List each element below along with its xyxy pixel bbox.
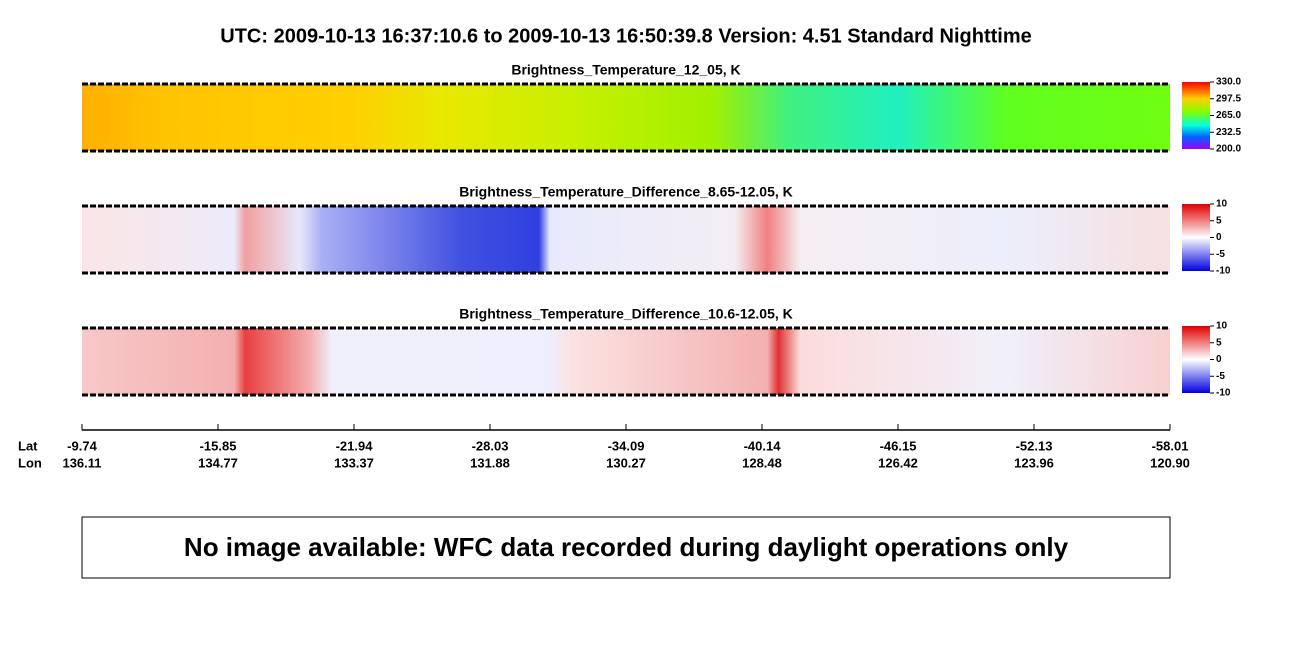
lat-tick-label: -52.13 [1016,438,1053,453]
colorbar-tick-label: 232.5 [1216,127,1241,138]
panel-image [82,84,1170,151]
notice-text: No image available: WFC data recorded du… [184,532,1069,562]
colorbar-tick-label: 330.0 [1216,77,1241,88]
lon-tick-label: 130.27 [606,455,646,470]
notice-box [81,516,1171,579]
colorbar-tick-label: -10 [1216,388,1231,399]
colorbar [1182,82,1210,149]
colorbar-tick-label: 265.0 [1216,110,1241,121]
colorbar [1182,326,1210,393]
lat-tick-label: -28.03 [472,438,509,453]
lon-tick-label: 120.90 [1150,455,1190,470]
lon-tick-label: 131.88 [470,455,510,470]
lon-tick-label: 133.37 [334,455,374,470]
panel-title: Brightness_Temperature_Difference_10.6-1… [459,306,793,322]
colorbar-tick-label: -5 [1216,371,1225,382]
colorbar-tick-label: 5 [1216,337,1222,348]
lat-tick-label: -46.15 [880,438,917,453]
lon-label: Lon [18,455,42,470]
lon-tick-label: 128.48 [742,455,782,470]
colorbar-tick-label: 200.0 [1216,144,1241,155]
colorbar-tick-label: 297.5 [1216,93,1241,104]
lat-tick-label: -34.09 [608,438,645,453]
lon-tick-label: 123.96 [1014,455,1054,470]
colorbar-tick-label: 10 [1216,199,1228,210]
lat-tick-label: -58.01 [1152,438,1189,453]
colorbar [1182,204,1210,271]
colorbar-tick-label: 10 [1216,321,1228,332]
lat-tick-label: -15.85 [200,438,237,453]
colorbar-tick-label: 0 [1216,354,1222,365]
panel-title: Brightness_Temperature_12_05, K [511,62,740,78]
colorbar-tick-label: 0 [1216,232,1222,243]
panel-image [82,328,1170,395]
lon-tick-label: 136.11 [62,455,101,470]
lat-tick-label: -40.14 [744,438,782,453]
page-title: UTC: 2009-10-13 16:37:10.6 to 2009-10-13… [220,25,1031,47]
lon-tick-label: 126.42 [878,455,918,470]
lat-label: Lat [18,438,38,453]
lat-tick-label: -21.94 [336,438,374,453]
colorbar-tick-label: -5 [1216,249,1225,260]
lon-tick-label: 134.77 [198,455,238,470]
lat-tick-label: -9.74 [67,438,97,453]
panel-image [82,206,1170,273]
colorbar-tick-label: -10 [1216,266,1231,277]
panel-title: Brightness_Temperature_Difference_8.65-1… [459,184,793,200]
colorbar-tick-label: 5 [1216,215,1222,226]
